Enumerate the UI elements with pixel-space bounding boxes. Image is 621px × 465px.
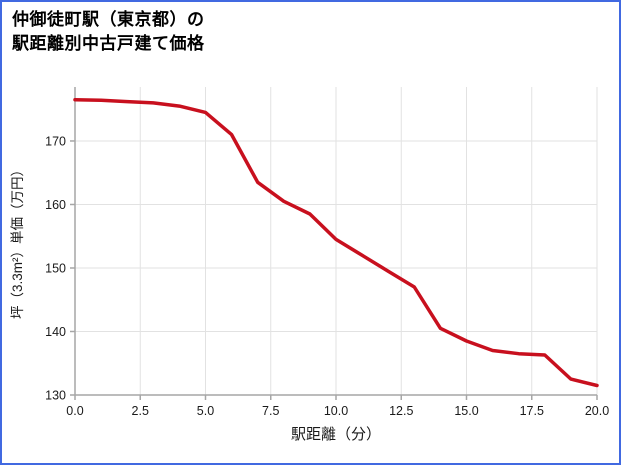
y-tick-label: 130	[45, 389, 66, 403]
x-tick-label: 5.0	[197, 404, 214, 418]
x-tick-label: 17.5	[520, 404, 544, 418]
chart-title-line1: 仲御徒町駅（東京都）の	[12, 10, 205, 29]
y-tick-label: 140	[45, 325, 66, 339]
y-tick-label: 160	[45, 198, 66, 212]
chart-title: 仲御徒町駅（東京都）の 駅距離別中古戸建て価格	[12, 8, 205, 56]
chart-title-line2: 駅距離別中古戸建て価格	[12, 33, 205, 53]
y-tick-label: 170	[45, 134, 66, 148]
price-line	[73, 97, 599, 388]
y-tick-label: 150	[45, 261, 66, 275]
x-tick-label: 12.5	[389, 404, 413, 418]
x-tick-label: 15.0	[454, 404, 478, 418]
x-tick-label: 7.5	[262, 404, 279, 418]
x-tick-label: 10.0	[324, 404, 348, 418]
y-axis-label: 坪（3.3m²）単価（万円）	[10, 163, 25, 319]
x-axis-label: 駅距離（分）	[291, 425, 381, 443]
x-tick-label: 20.0	[585, 404, 609, 418]
x-tick-label: 0.0	[66, 404, 83, 418]
x-tick-label: 2.5	[132, 404, 149, 418]
